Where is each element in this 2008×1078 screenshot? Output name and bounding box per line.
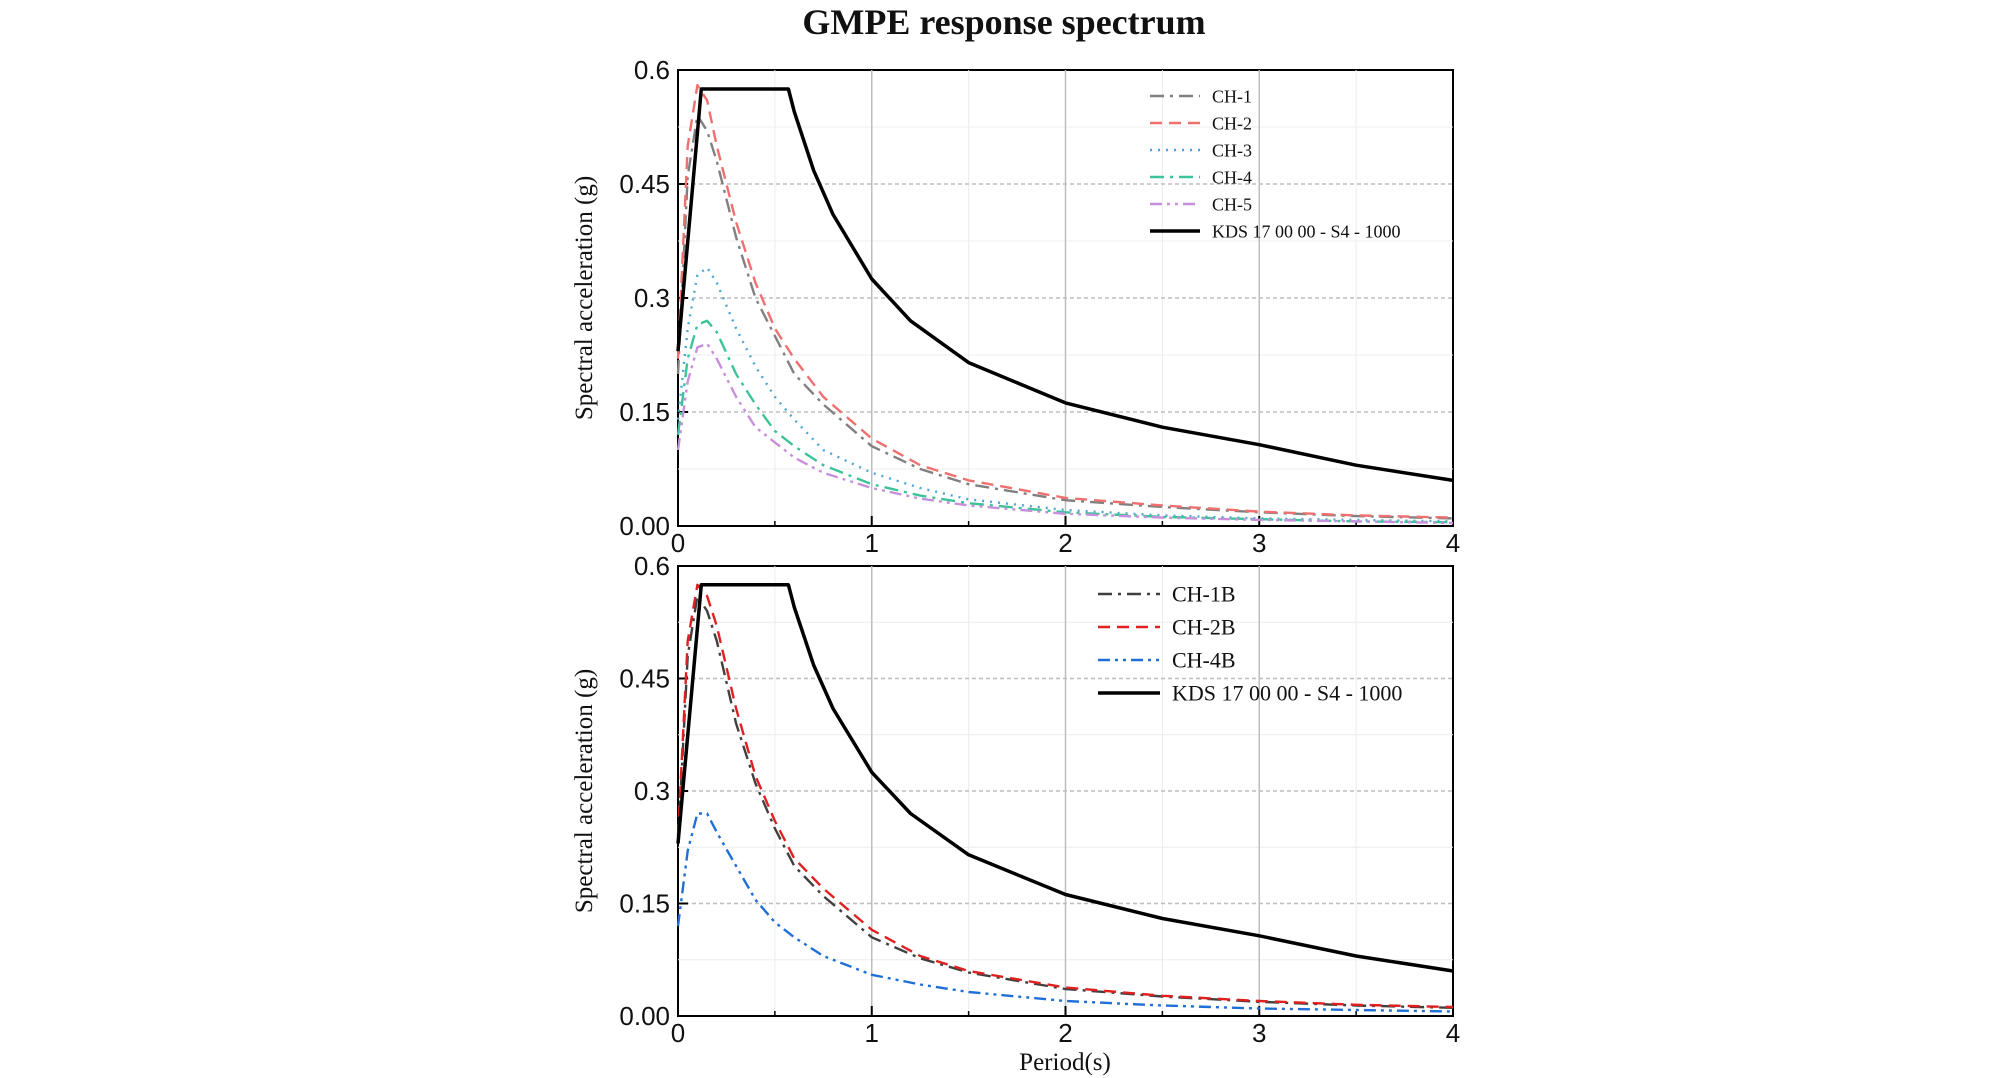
y-tick-label: 0.6 (634, 551, 670, 581)
bottom-chart: 0 1 2 3 4 0.00 0.15 0.3 0.45 0.6 CH-1B CH-2B CH-4B K… (571, 551, 1460, 1076)
x-tick-label: 4 (1446, 1018, 1460, 1048)
series-line (676, 594, 1454, 1009)
bottom-legend: CH-1B CH-2B CH-4B KDS 17 00 00 - S4 - 1000 (1098, 582, 1402, 706)
series-line (676, 83, 1454, 519)
bottom-y-axis-label: Spectral acceleration (g) (571, 669, 598, 913)
legend-label: CH-1 (1212, 86, 1252, 106)
x-tick-label: 1 (865, 528, 879, 558)
x-tick-label: 3 (1252, 1018, 1266, 1048)
y-tick-label: 0.00 (619, 511, 670, 541)
bottom-ticks: 0 1 2 3 4 0.00 0.15 0.3 0.45 0.6 (619, 551, 1460, 1048)
legend-label: CH-4 (1212, 167, 1252, 187)
legend-label: KDS 17 00 00 - S4 - 1000 (1172, 681, 1402, 706)
y-tick-label: 0.00 (619, 1001, 670, 1031)
y-tick-label: 0.45 (619, 169, 670, 199)
legend-label: CH-1B (1172, 582, 1236, 607)
bottom-grid (678, 566, 1453, 1016)
series-line (676, 342, 1454, 525)
x-tick-label: 1 (865, 1018, 879, 1048)
bottom-x-axis-label: Period(s) (1019, 1049, 1111, 1076)
series-line (676, 87, 1454, 483)
y-tick-label: 0.3 (634, 776, 670, 806)
x-tick-label: 2 (1058, 528, 1072, 558)
top-series (676, 83, 1454, 525)
bottom-series (676, 583, 1454, 1013)
legend-label: CH-2B (1172, 615, 1236, 640)
legend-label: KDS 17 00 00 - S4 - 1000 (1212, 221, 1401, 241)
top-y-axis-label: Spectral acceleration (g) (571, 176, 598, 420)
x-tick-label: 3 (1252, 528, 1266, 558)
top-legend: CH-1 CH-2 CH-3 CH-4 CH-5 KDS 17 00 00 - S4 - … (1150, 86, 1401, 241)
x-tick-label: 0 (671, 1018, 685, 1048)
y-tick-label: 0.3 (634, 283, 670, 313)
legend-label: CH-2 (1212, 113, 1252, 133)
y-tick-label: 0.15 (619, 889, 670, 919)
series-line (676, 583, 1454, 973)
series-line (676, 114, 1454, 520)
legend-label: CH-4B (1172, 648, 1236, 673)
legend-label: CH-5 (1212, 194, 1252, 214)
legend-label: CH-3 (1212, 140, 1252, 160)
x-tick-label: 4 (1446, 528, 1460, 558)
chart-title: GMPE response spectrum (802, 2, 1206, 42)
top-chart: 0 1 2 3 4 0.00 0.15 0.3 0.45 0.6 CH-1 CH-2 CH-3 CH-4… (571, 55, 1460, 558)
y-tick-label: 0.45 (619, 664, 670, 694)
x-tick-label: 0 (671, 528, 685, 558)
y-tick-label: 0.6 (634, 55, 670, 85)
y-tick-label: 0.15 (619, 397, 670, 427)
top-grid (678, 70, 1453, 526)
x-tick-label: 2 (1058, 1018, 1072, 1048)
top-ticks: 0 1 2 3 4 0.00 0.15 0.3 0.45 0.6 (619, 55, 1460, 558)
